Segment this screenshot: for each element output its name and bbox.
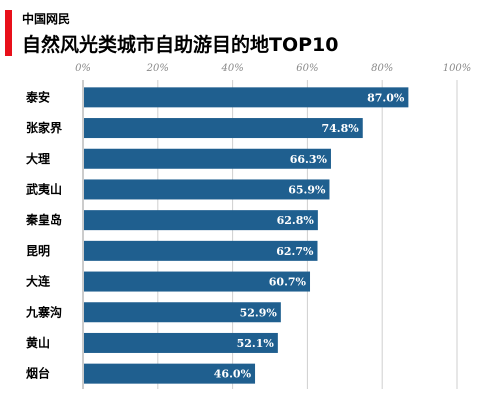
bar (84, 240, 318, 261)
tick-label: 0% (75, 63, 91, 74)
category-label: 武夷山 (26, 181, 62, 196)
tick-label: 20% (146, 63, 169, 74)
category-label: 烟台 (26, 366, 50, 381)
bar (84, 332, 278, 353)
category-label: 黄山 (26, 335, 50, 350)
bar (84, 87, 409, 108)
category-label: 秦皇岛 (25, 212, 62, 227)
brand-label: 中国网民 (22, 12, 71, 26)
category-label: 大理 (26, 151, 50, 166)
value-label: 74.8% (322, 122, 360, 135)
value-label: 46.0% (214, 368, 252, 381)
category-label: 泰安 (25, 89, 50, 104)
bar (84, 271, 311, 292)
chart-title: 自然风光类城市自助游目的地TOP10 (22, 34, 339, 56)
tick-label: 100% (443, 63, 472, 74)
value-label: 87.0% (367, 91, 405, 104)
category-label: 九寨沟 (25, 304, 62, 319)
bar (84, 210, 318, 231)
bar (84, 302, 281, 323)
value-label: 52.1% (237, 337, 275, 350)
category-label: 张家界 (26, 120, 62, 135)
bar (84, 363, 256, 384)
value-label: 60.7% (269, 276, 307, 289)
value-label: 62.7% (276, 245, 314, 258)
tick-label: 80% (371, 63, 393, 74)
value-label: 52.9% (240, 306, 278, 319)
bar (84, 118, 363, 139)
category-label: 大连 (26, 274, 51, 289)
bar (84, 179, 330, 200)
value-label: 65.9% (288, 183, 326, 196)
tick-label: 40% (220, 63, 243, 74)
accent-bar (5, 10, 12, 56)
value-label: 66.3% (290, 153, 328, 166)
tick-label: 60% (296, 63, 318, 74)
category-label: 昆明 (26, 244, 50, 258)
bar (84, 148, 331, 169)
value-label: 62.8% (277, 214, 315, 227)
